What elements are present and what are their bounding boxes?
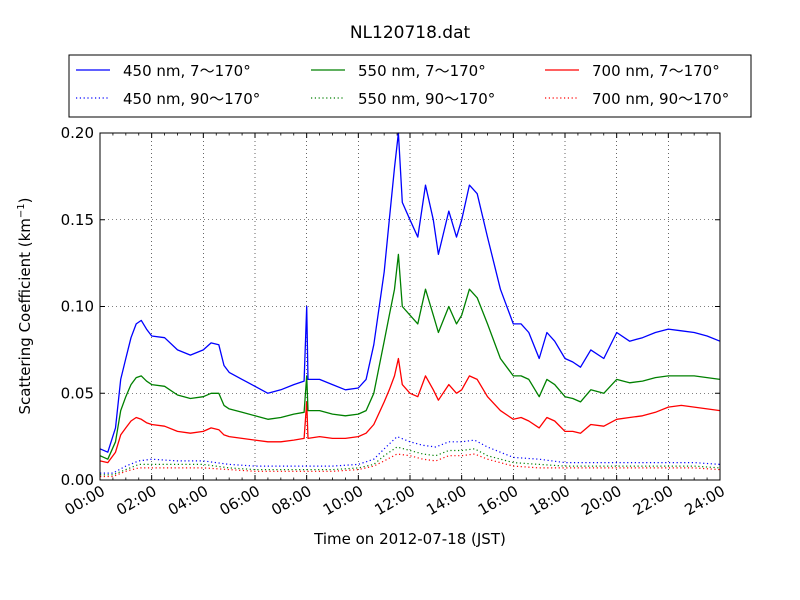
y-axis-label-sup: −1 [16,203,27,218]
y-tick-label: 0.05 [61,384,94,402]
legend-label: 450 nm, 7～170° [123,62,251,80]
series-layer [99,132,721,478]
series-line [99,132,721,453]
y-axis-label: Scattering Coefficient (km−1) [16,197,34,414]
y-axis-label-main: Scattering Coefficient (km [16,218,34,414]
series-line [99,253,721,460]
chart-title: NL120718.dat [350,23,471,43]
y-tick-label: 0.15 [61,211,94,229]
x-axis-label: Time on 2012-07-18 (JST) [313,530,506,548]
legend-label: 700 nm, 7～170° [592,62,720,80]
legend-box [68,54,752,118]
legend-label: 450 nm, 90～170° [123,90,260,108]
legend: 450 nm, 7～170° 550 nm, 7～170° 700 nm, 7～17… [68,54,752,118]
y-tick-label: 0.00 [61,471,94,489]
series-line [100,436,721,474]
y-tick-label: 0.20 [61,124,94,142]
grid [100,133,720,480]
legend-label: 550 nm, 7～170° [358,62,486,80]
series-line [99,357,721,464]
series-line [100,453,721,478]
y-axis-label-close: ) [16,197,34,203]
legend-label: 700 nm, 90～170° [592,90,729,108]
legend-label: 550 nm, 90～170° [358,90,495,108]
y-tick-label: 0.10 [61,298,94,316]
series-line [100,446,721,476]
